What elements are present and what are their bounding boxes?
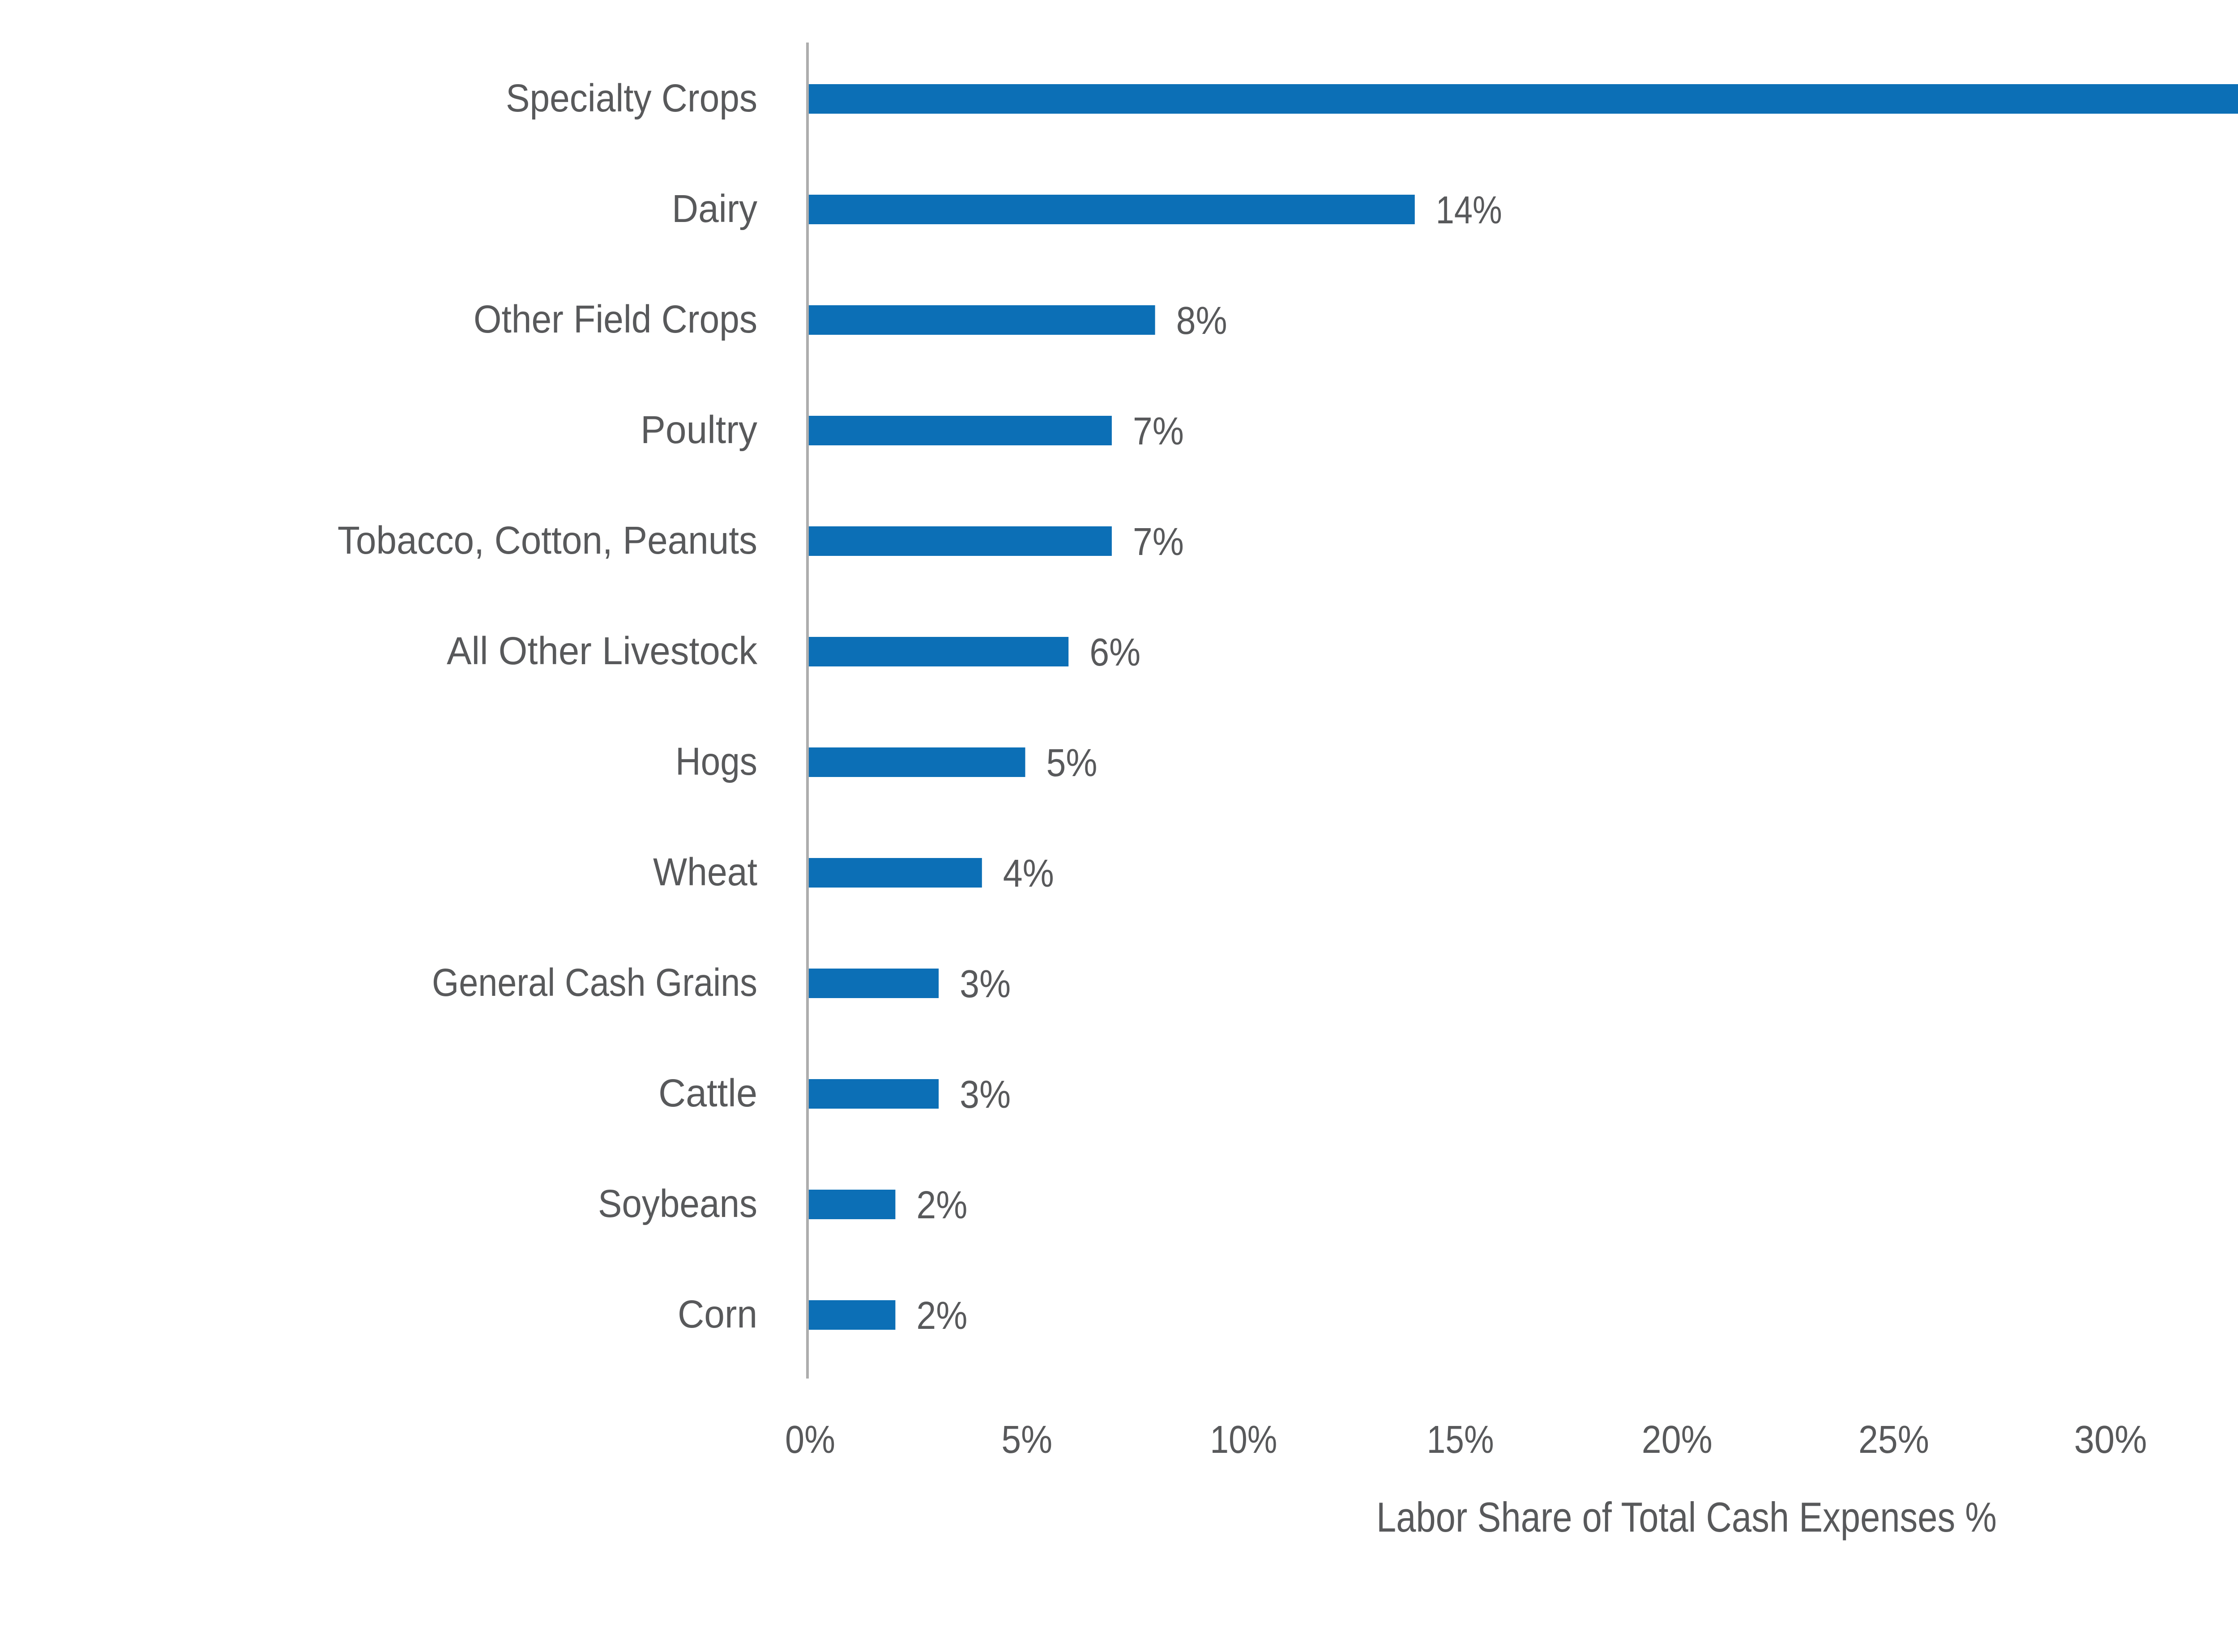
svg-text:3%: 3% bbox=[960, 1073, 1011, 1116]
svg-text:0%: 0% bbox=[785, 1418, 835, 1461]
svg-text:14%: 14% bbox=[1436, 188, 1502, 232]
svg-text:Tobacco, Cotton, Peanuts: Tobacco, Cotton, Peanuts bbox=[337, 519, 757, 562]
svg-text:5%: 5% bbox=[1046, 741, 1098, 785]
svg-text:Dairy: Dairy bbox=[672, 187, 757, 231]
svg-text:Corn: Corn bbox=[678, 1293, 757, 1336]
svg-text:30%: 30% bbox=[2074, 1418, 2147, 1461]
svg-text:15%: 15% bbox=[1427, 1418, 1494, 1461]
svg-text:10%: 10% bbox=[1210, 1418, 1277, 1461]
svg-text:5%: 5% bbox=[1001, 1418, 1052, 1461]
svg-text:2%: 2% bbox=[916, 1294, 967, 1337]
svg-text:2%: 2% bbox=[916, 1183, 967, 1227]
svg-text:7%: 7% bbox=[1133, 520, 1184, 563]
svg-text:8%: 8% bbox=[1176, 299, 1227, 342]
svg-text:Other Field Crops: Other Field Crops bbox=[474, 298, 757, 341]
svg-text:Specialty Crops: Specialty Crops bbox=[506, 77, 757, 120]
svg-text:Wheat: Wheat bbox=[653, 850, 757, 894]
svg-text:Soybeans: Soybeans bbox=[598, 1182, 757, 1225]
svg-text:Labor Share of Total Cash Expe: Labor Share of Total Cash Expenses % bbox=[1376, 1494, 1997, 1541]
svg-text:General Cash Grains: General Cash Grains bbox=[432, 961, 757, 1004]
svg-text:All Other Livestock: All Other Livestock bbox=[447, 629, 757, 673]
svg-text:20%: 20% bbox=[1642, 1418, 1713, 1461]
svg-text:Poultry: Poultry bbox=[641, 408, 757, 452]
svg-text:25%: 25% bbox=[1858, 1418, 1929, 1461]
svg-text:4%: 4% bbox=[1003, 852, 1054, 895]
svg-text:Cattle: Cattle bbox=[658, 1071, 757, 1115]
svg-text:7%: 7% bbox=[1133, 410, 1184, 453]
svg-text:6%: 6% bbox=[1089, 631, 1140, 674]
svg-text:3%: 3% bbox=[960, 962, 1011, 1006]
svg-text:Hogs: Hogs bbox=[675, 740, 757, 783]
